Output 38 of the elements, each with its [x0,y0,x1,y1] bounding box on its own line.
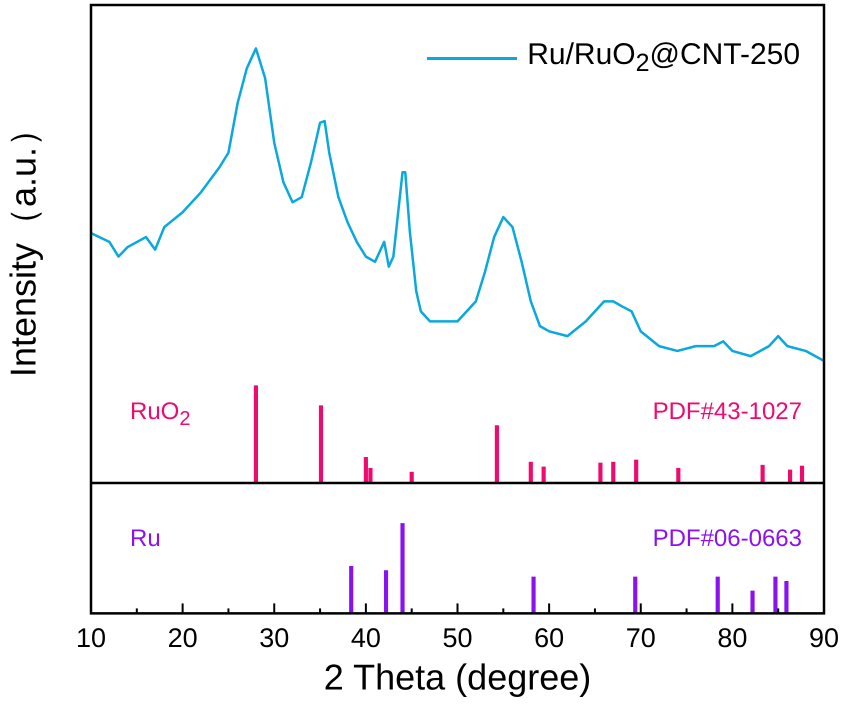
bar [598,462,603,483]
bar [400,523,405,614]
bar [349,566,354,614]
x-tick-label: 60 [534,623,564,654]
annotation: PDF#06-0663 [652,525,802,553]
y-axis-title: Intensity（a.u.） [2,110,44,378]
bar [773,576,778,614]
bar [676,468,680,483]
bar [716,576,720,614]
bar [528,462,533,483]
bar [254,385,258,483]
annotation: RuO$_{2}$ [130,398,190,431]
annotation: PDF#43-1027 [652,398,802,426]
x-tick-label: 20 [168,623,198,654]
x-tick-label: 10 [76,623,106,654]
annotation: Ru [130,525,161,553]
x-tick-label: 70 [626,623,656,654]
bar [634,460,638,483]
bar [531,576,536,614]
bar [410,472,414,483]
legend-label: Ru/RuO$_{2}$@CNT-250 [527,38,800,78]
x-axis-title: 2 Theta (degree) [324,656,592,698]
x-tick-label: 30 [259,623,290,654]
bar [760,464,765,483]
bar [800,466,804,483]
bar [494,425,499,483]
x-tick-label: 80 [717,623,748,654]
bar [318,405,324,483]
bar [542,466,546,483]
bar [784,580,789,614]
bar [750,590,755,614]
x-tick-label: 90 [808,623,840,654]
x-tick-label: 40 [350,623,381,654]
bar [788,470,792,483]
bar [384,570,388,614]
x-tick-label: 50 [442,623,473,654]
bar [633,576,638,614]
bar [611,462,616,483]
